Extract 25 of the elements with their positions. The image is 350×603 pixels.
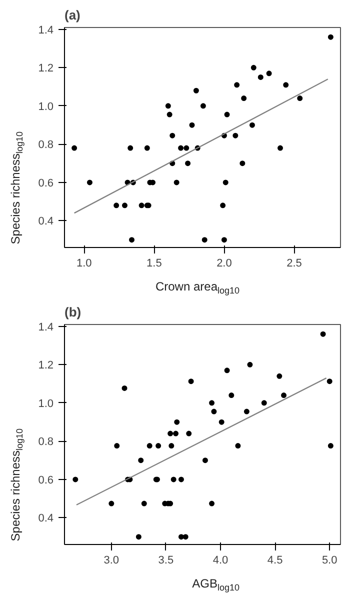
x-tick-label: 2.0 [216,258,232,270]
chart-title: (b) [64,304,82,320]
y-tick-label: 1.2 [38,360,54,372]
x-tick-label: 1.5 [146,258,162,270]
x-tick-label: 5.0 [322,554,338,566]
y-tick-label: 1.4 [38,24,54,36]
y-axis-title: Species richnesslog10 [8,428,24,542]
x-tick-label: 4.0 [212,554,228,566]
y-tick-label: 1.2 [38,62,54,75]
y-tick-label: 0.6 [38,474,54,486]
x-tick-label: 4.5 [267,554,283,566]
chart-title: (a) [64,8,80,22]
x-tick-label: 3.5 [158,554,174,566]
y-tick-label: 0.8 [38,436,54,448]
y-tick-label: 0.6 [38,177,54,190]
y-tick-label: 0.8 [38,139,54,152]
y-tick-label: 1.0 [38,100,54,113]
x-tick-label: 2.5 [286,258,302,270]
y-tick-label: 0.4 [38,216,54,228]
y-tick-label: 0.4 [38,512,54,525]
x-tick-label: 1.0 [76,258,92,270]
y-axis-title: Species richnesslog10 [8,131,24,244]
x-tick-label: 3.0 [104,554,120,566]
y-tick-label: 1.4 [38,321,54,334]
y-tick-label: 1.0 [38,398,54,410]
